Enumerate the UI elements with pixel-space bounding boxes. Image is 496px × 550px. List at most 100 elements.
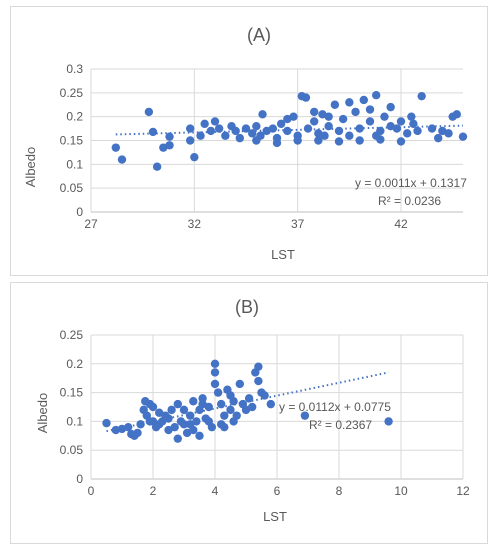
data-point <box>217 420 226 429</box>
data-point <box>186 411 195 420</box>
data-point <box>300 411 310 420</box>
data-point <box>434 133 443 143</box>
data-point <box>136 420 145 429</box>
data-point <box>266 399 275 409</box>
x-tick-label: 10 <box>394 484 408 498</box>
data-point <box>254 376 263 386</box>
x-tick-label: 8 <box>336 484 343 498</box>
data-point <box>260 391 269 400</box>
data-point <box>248 129 257 138</box>
chart-a-xlabel: LST <box>271 247 295 262</box>
chart-b-ylabel: Albedo <box>35 393 50 433</box>
x-tick-label: 4 <box>212 484 219 498</box>
chart-b-trendline <box>106 371 389 433</box>
data-point <box>229 417 238 426</box>
data-point <box>210 359 220 368</box>
data-point <box>417 91 426 101</box>
data-point <box>186 136 195 145</box>
x-tick-label: 37 <box>291 217 305 231</box>
data-point <box>186 124 195 133</box>
data-point <box>179 405 189 415</box>
data-point <box>324 122 333 131</box>
chart-a-ylabel: Albedo <box>23 147 38 187</box>
data-point <box>196 131 205 140</box>
x-tick-label: 2 <box>150 484 157 498</box>
data-point <box>213 388 223 397</box>
data-point <box>310 107 319 117</box>
data-point <box>165 132 174 141</box>
data-point <box>144 107 154 117</box>
data-point <box>111 143 121 152</box>
y-tick-label: 0 <box>76 205 83 219</box>
y-tick-label: 0.25 <box>60 328 84 342</box>
data-point <box>272 138 282 148</box>
x-tick-label: 27 <box>84 217 98 231</box>
data-point <box>244 394 254 403</box>
x-tick-label: 12 <box>456 484 470 498</box>
y-tick-label: 0.1 <box>66 414 83 428</box>
data-point <box>173 434 182 443</box>
chart-b-ticks: 0 0.05 0.1 0.15 0.2 0.25 0 2 4 6 8 10 12 <box>60 328 470 498</box>
data-point <box>198 399 207 409</box>
data-point <box>210 117 220 126</box>
data-point <box>372 131 381 140</box>
data-point <box>413 126 422 136</box>
data-point <box>190 152 199 162</box>
data-point <box>458 132 468 141</box>
data-point <box>206 126 216 136</box>
chart-a-r2: R² = 0.0236 <box>378 194 441 208</box>
chart-b-xlabel: LST <box>263 509 287 524</box>
data-point <box>310 117 319 126</box>
data-point <box>345 98 354 107</box>
data-point <box>359 95 368 105</box>
data-point <box>231 126 240 136</box>
chart-panel-b: (B) 0 0.05 0.1 0.15 0.2 0.25 0 2 4 6 8 10 12 Albedo … <box>10 282 488 544</box>
chart-a-equation: y = 0.0011x + 0.1317 <box>355 176 467 190</box>
data-point <box>303 124 313 133</box>
data-point <box>330 100 340 109</box>
data-point <box>148 402 158 412</box>
y-tick-label: 0.2 <box>66 357 83 371</box>
data-point <box>148 127 158 137</box>
x-tick-label: 0 <box>88 484 95 498</box>
data-point <box>380 112 389 121</box>
data-point <box>200 119 209 129</box>
y-tick-label: 0.1 <box>66 157 83 171</box>
y-tick-label: 0.15 <box>60 134 84 148</box>
data-point <box>155 420 164 429</box>
data-point <box>252 122 261 131</box>
data-point <box>152 162 162 171</box>
y-tick-label: 0.15 <box>60 386 84 400</box>
data-point <box>221 131 230 140</box>
data-point <box>252 136 261 145</box>
data-point <box>217 399 226 409</box>
data-point <box>173 399 182 409</box>
data-point <box>226 391 235 400</box>
data-point <box>384 417 393 426</box>
x-tick-label: 32 <box>188 217 202 231</box>
data-point <box>396 137 406 146</box>
y-tick-label: 0.3 <box>66 62 83 76</box>
y-tick-label: 0 <box>76 472 83 486</box>
data-point <box>320 131 329 140</box>
chart-b-equation: y = 0.0112x + 0.0775 <box>279 400 391 414</box>
data-point <box>167 405 176 415</box>
data-point <box>338 114 348 124</box>
y-tick-label: 0.05 <box>60 443 84 457</box>
data-point <box>444 129 453 138</box>
chart-a-grid <box>90 68 463 213</box>
chart-b-title: (B) <box>235 297 259 317</box>
data-point <box>365 105 375 114</box>
chart-b-points <box>102 359 393 443</box>
data-point <box>365 117 375 126</box>
data-point <box>210 379 220 389</box>
data-point <box>204 417 213 426</box>
data-point <box>235 379 244 389</box>
data-point <box>268 124 278 133</box>
data-point <box>283 114 292 124</box>
data-point <box>117 155 127 164</box>
data-point <box>165 141 174 150</box>
chart-a-svg: (A) 0 0.05 0.1 0.15 0.2 0.25 0.3 27 32 37 42 Albed… <box>23 25 468 262</box>
data-point <box>214 124 224 133</box>
data-point <box>403 129 412 138</box>
